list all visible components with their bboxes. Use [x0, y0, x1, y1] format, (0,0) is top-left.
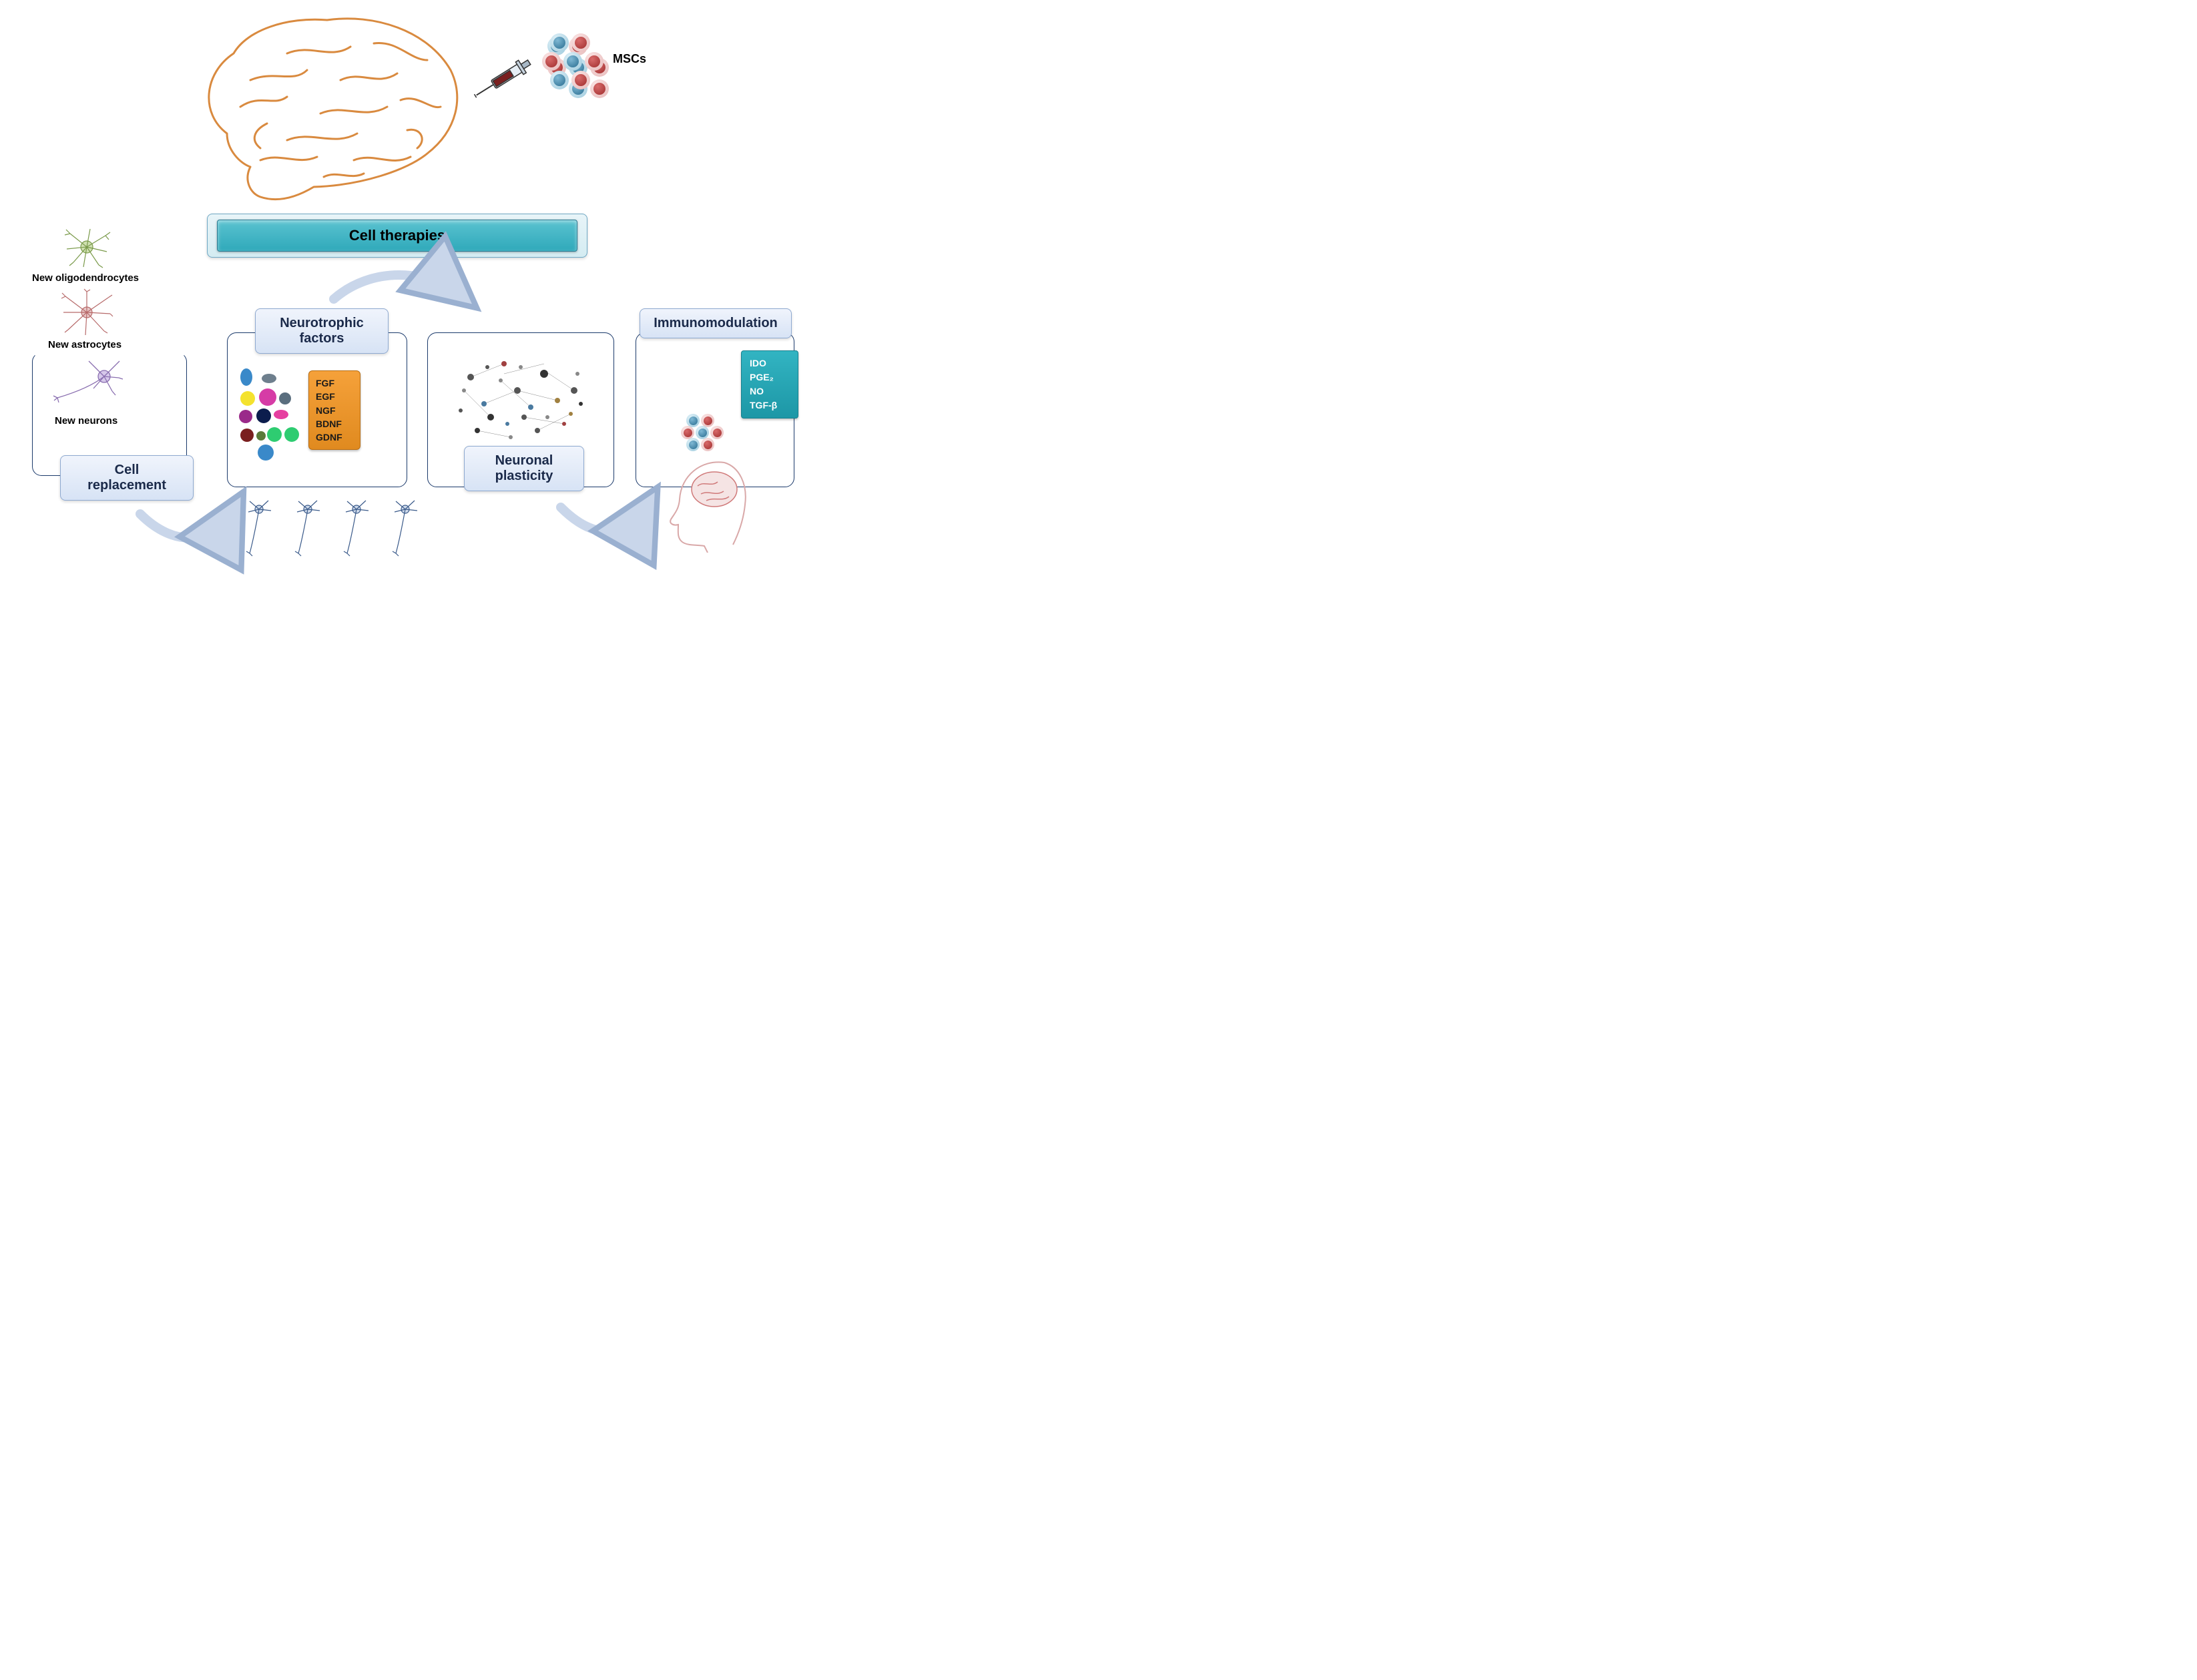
neurotrophic-dot [274, 410, 288, 419]
immuno-item: NO [750, 384, 790, 398]
mscs-cell-cluster-overlay [542, 33, 616, 100]
astro-label: New astrocytes [48, 339, 121, 350]
cell-replacement-box: Cell replacement [60, 455, 194, 501]
head-profile-icon [661, 453, 758, 553]
brain-illustration [187, 7, 467, 207]
factor-list-box: FGF EGF NGF BDNF GDNF [308, 370, 360, 450]
neurotrophic-box: Neurotrophic factors [255, 308, 389, 354]
factor-item: GDNF [316, 431, 353, 444]
neurotrophic-dot [239, 410, 252, 423]
neurotrophic-dot [240, 391, 255, 406]
factor-item: EGF [316, 390, 353, 403]
neuron-label: New neurons [55, 415, 117, 427]
mscs-label: MSCs [613, 52, 646, 66]
neurotrophic-dot [240, 368, 252, 386]
neurotrophic-dot [267, 427, 282, 442]
neurotrophic-dot [256, 408, 271, 423]
neurotrophic-dot [262, 374, 276, 383]
oligo-label: New oligodendrocytes [32, 272, 139, 284]
syringe-icon [464, 52, 544, 105]
factor-item: BDNF [316, 417, 353, 431]
neurotrophic-dot [258, 445, 274, 461]
neurotrophic-dots [240, 368, 307, 469]
factor-item: FGF [316, 376, 353, 390]
immuno-box: Immunomodulation [640, 308, 792, 338]
immuno-list-box: IDO PGE₂ NO TGF-β [741, 350, 798, 418]
immuno-item: IDO [750, 356, 790, 370]
plasticity-box: Neuronal plasticity [464, 446, 584, 491]
oligodendrocyte-icon [60, 224, 113, 270]
immuno-item: PGE₂ [750, 370, 790, 384]
neurotrophic-dot [284, 427, 299, 442]
neurotrophic-dot [279, 392, 291, 404]
neurotrophic-dot [256, 431, 266, 441]
neurotrophic-dot [259, 388, 276, 406]
astrocyte-icon [60, 288, 113, 336]
factor-item: NGF [316, 404, 353, 417]
mini-neuron-row [240, 497, 423, 557]
title-text: Cell therapies [217, 220, 577, 252]
neurotrophic-dot [240, 429, 254, 442]
neuron-icon [52, 359, 126, 412]
title-bar: Cell therapies [207, 214, 587, 258]
network-brain-icon [444, 344, 601, 451]
immuno-item: TGF-β [750, 398, 790, 412]
